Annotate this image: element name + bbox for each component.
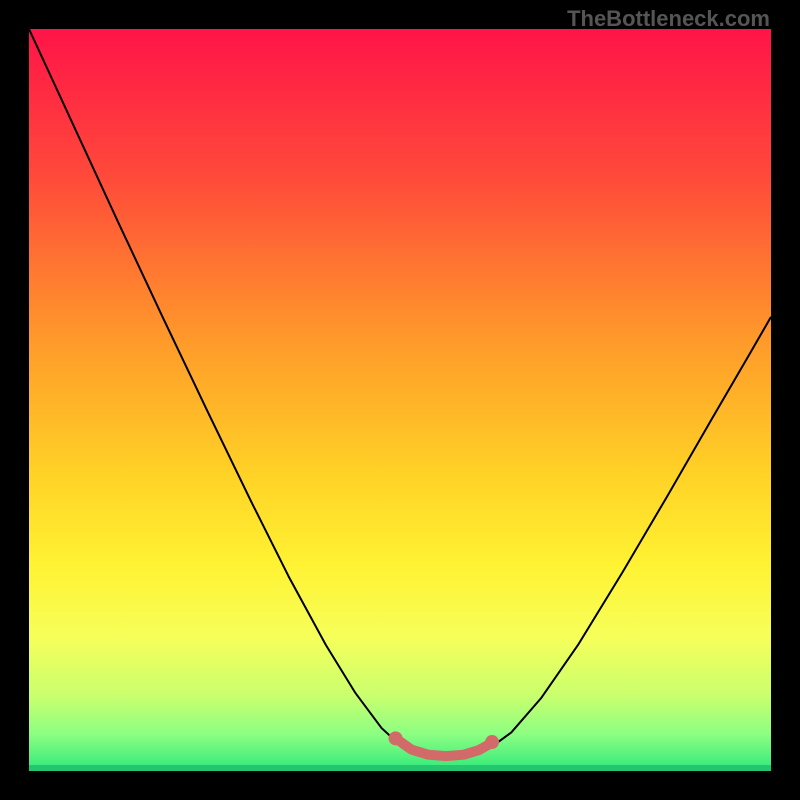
plot-background-gradient: [29, 29, 771, 771]
watermark-text: TheBottleneck.com: [567, 6, 770, 32]
plot-bottom-band: [29, 765, 771, 771]
